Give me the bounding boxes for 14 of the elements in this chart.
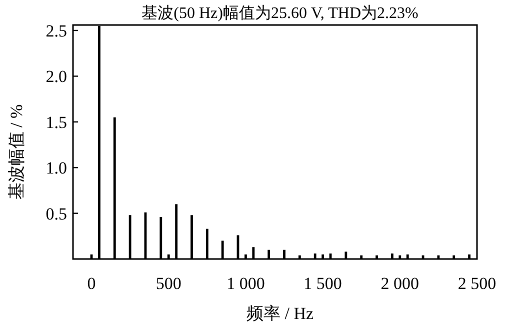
y-axis-title: 基波幅值 / %: [7, 104, 26, 200]
x-tick-label: 1 000: [226, 274, 265, 293]
y-tick-label: 2.5: [46, 21, 67, 40]
x-tick-label: 2 000: [380, 274, 420, 293]
y-tick-label: 0.5: [46, 204, 67, 224]
x-tick-label: 500: [156, 274, 182, 293]
y-tick-label: 1.5: [46, 112, 67, 132]
chart-title: 基波(50 Hz)幅值为25.60 V, THD为2.23%: [142, 4, 418, 22]
y-tick-label: 1.0: [46, 158, 67, 178]
x-tick-label: 2 500: [458, 274, 496, 293]
x-axis-title: 频率 / Hz: [246, 304, 314, 323]
x-tick-label: 0: [87, 274, 96, 293]
y-tick-label: 2.0: [46, 67, 67, 86]
x-tick-label: 1 500: [304, 274, 342, 293]
